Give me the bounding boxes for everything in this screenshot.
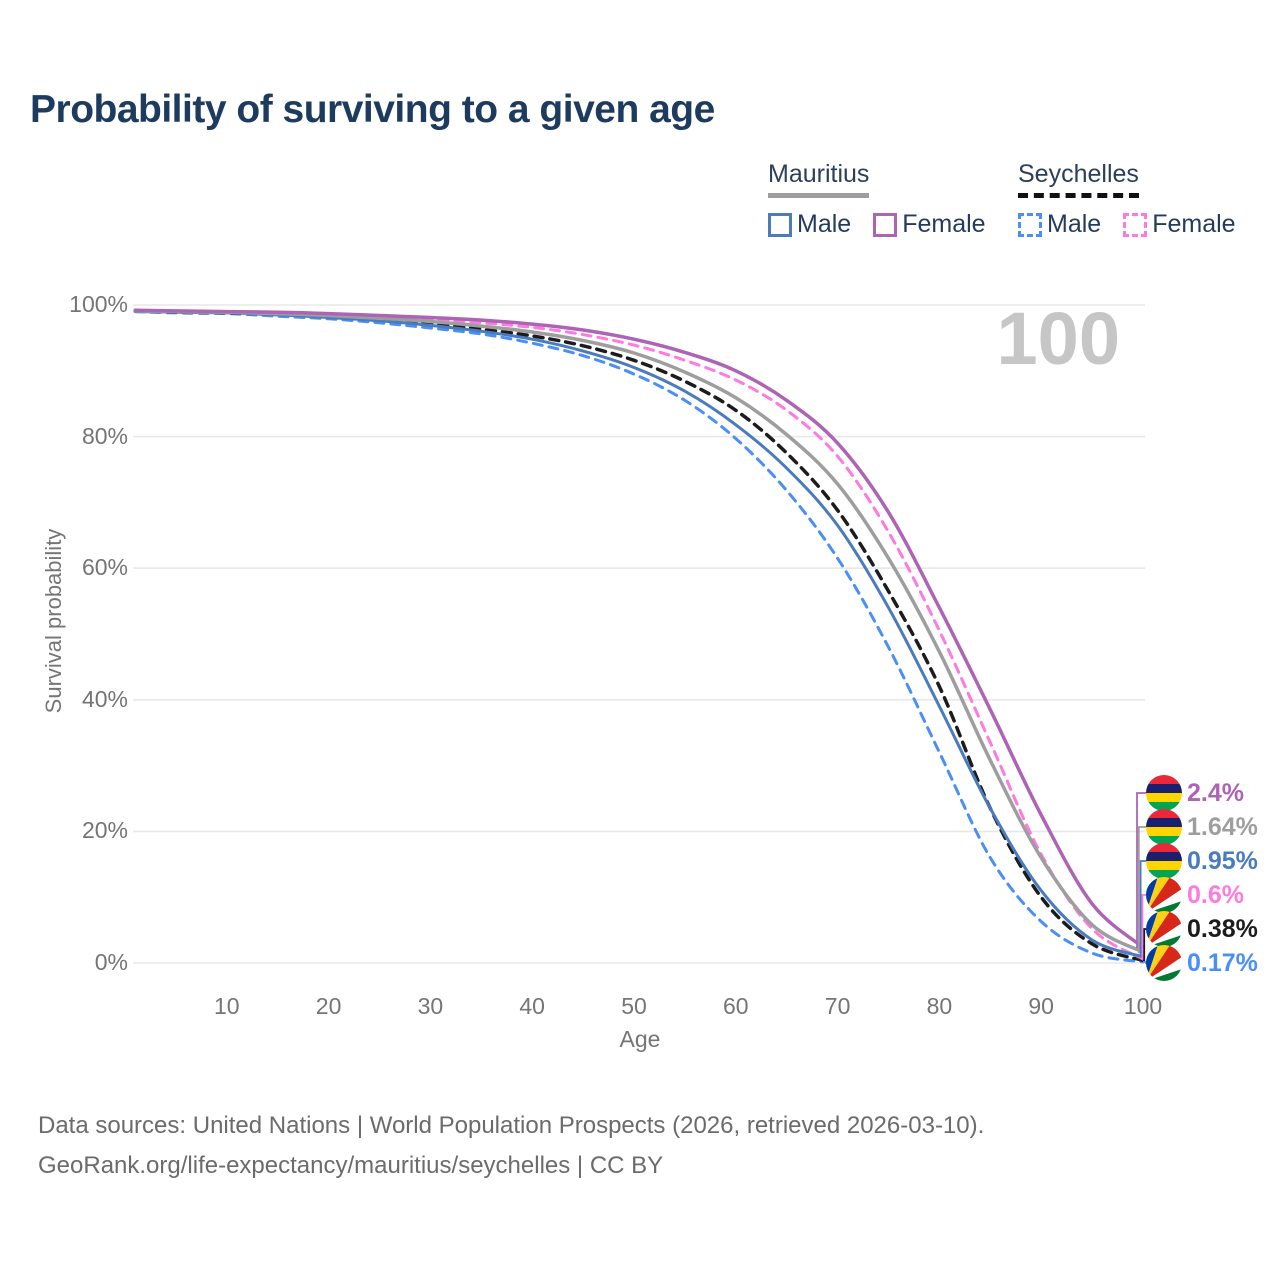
seychelles-flag-icon [1146, 877, 1182, 913]
x-tick-100: 100 [1123, 993, 1163, 1019]
legend-group-mauritius: Mauritius Male Female [768, 160, 1008, 239]
source-note: Data sources: United Nations | World Pop… [38, 1106, 984, 1186]
y-tick-0: 0% [94, 949, 128, 975]
legend-group-title-mauritius: Mauritius [768, 160, 870, 198]
x-tick-10: 10 [214, 993, 240, 1019]
mauritius-flag-icon [1146, 843, 1182, 879]
end-label-seychelles-male: 0.17% [1146, 945, 1258, 981]
legend-swatch-seychelles-female[interactable] [1123, 212, 1148, 237]
y-tick-60: 60% [81, 554, 128, 581]
legend-item-mauritius-female[interactable]: Female [902, 210, 986, 238]
source-line-2: GeoRank.org/life-expectancy/mauritius/se… [38, 1152, 664, 1179]
legend-swatch-seychelles-male[interactable] [1018, 212, 1042, 237]
seychelles-flag-icon [1146, 945, 1182, 981]
series-lines [133, 308, 1145, 964]
end-label-value-seychelles-female: 0.6% [1187, 880, 1244, 909]
end-label-value-mauritius-male: 0.95% [1187, 846, 1258, 875]
end-label-seychelles-female: 0.6% [1146, 877, 1244, 913]
legend-group-seychelles: Seychelles Male Female [1018, 160, 1258, 239]
x-tick-20: 20 [315, 993, 342, 1019]
end-label-mauritius-male: 0.95% [1146, 843, 1258, 879]
series-line-seychelles-male[interactable] [133, 310, 1145, 964]
x-tick-30: 30 [417, 993, 444, 1019]
x-tick-90: 90 [1028, 993, 1054, 1019]
y-tick-100: 100% [69, 291, 128, 317]
legend-item-seychelles-female[interactable]: Female [1152, 210, 1236, 238]
legend-swatch-mauritius-male[interactable] [768, 212, 792, 237]
connector-seychelles-female [1141, 894, 1147, 960]
end-label-value-mauritius-female: 2.4% [1187, 778, 1244, 807]
legend-group-title-seychelles: Seychelles [1018, 160, 1139, 198]
end-label-mauritius-female: 2.4% [1146, 775, 1244, 811]
end-label-value-seychelles-male: 0.17% [1187, 948, 1258, 977]
end-label-seychelles-total: 0.38% [1146, 911, 1258, 947]
legend-swatch-mauritius-female[interactable] [873, 212, 898, 237]
series-line-mauritius-total[interactable] [133, 309, 1145, 954]
mauritius-flag-icon [1146, 775, 1182, 811]
x-tick-60: 60 [723, 993, 749, 1019]
end-label-value-mauritius-total: 1.64% [1187, 812, 1258, 841]
y-tick-20: 20% [81, 817, 128, 844]
x-tick-40: 40 [519, 993, 545, 1019]
seychelles-flag-icon [1146, 911, 1182, 947]
legend-item-mauritius-male[interactable]: Male [797, 210, 852, 238]
x-tick-50: 50 [621, 993, 647, 1019]
series-line-mauritius-female[interactable] [133, 308, 1145, 949]
end-label-mauritius-total: 1.64% [1146, 809, 1258, 845]
y-tick-80: 80% [81, 422, 128, 449]
legend-item-seychelles-male[interactable]: Male [1047, 210, 1102, 238]
x-tick-70: 70 [824, 993, 851, 1019]
source-line-1: Data sources: United Nations | World Pop… [38, 1112, 985, 1139]
x-axis-title: Age [619, 1026, 661, 1052]
series-line-seychelles-female[interactable] [133, 308, 1145, 961]
gridlines [133, 304, 1145, 964]
end-label-value-seychelles-total: 0.38% [1187, 914, 1258, 943]
chart-title: Probability of surviving to a given age [30, 88, 715, 131]
connector-seychelles-total [1143, 928, 1147, 962]
watermark-age-100: 100 [996, 297, 1120, 380]
x-tick-80: 80 [926, 993, 953, 1019]
mauritius-flag-icon [1146, 809, 1182, 845]
y-tick-40: 40% [81, 685, 128, 712]
